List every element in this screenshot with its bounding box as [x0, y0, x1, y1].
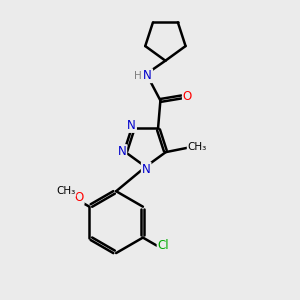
Text: N: N: [127, 119, 136, 132]
Text: Cl: Cl: [158, 239, 169, 252]
Text: CH₃: CH₃: [56, 186, 75, 196]
Text: N: N: [143, 69, 152, 82]
Text: N: N: [118, 145, 126, 158]
Text: O: O: [183, 90, 192, 104]
Text: N: N: [142, 163, 151, 176]
Text: O: O: [74, 191, 84, 204]
Text: CH₃: CH₃: [188, 142, 207, 152]
Text: H: H: [134, 71, 142, 81]
